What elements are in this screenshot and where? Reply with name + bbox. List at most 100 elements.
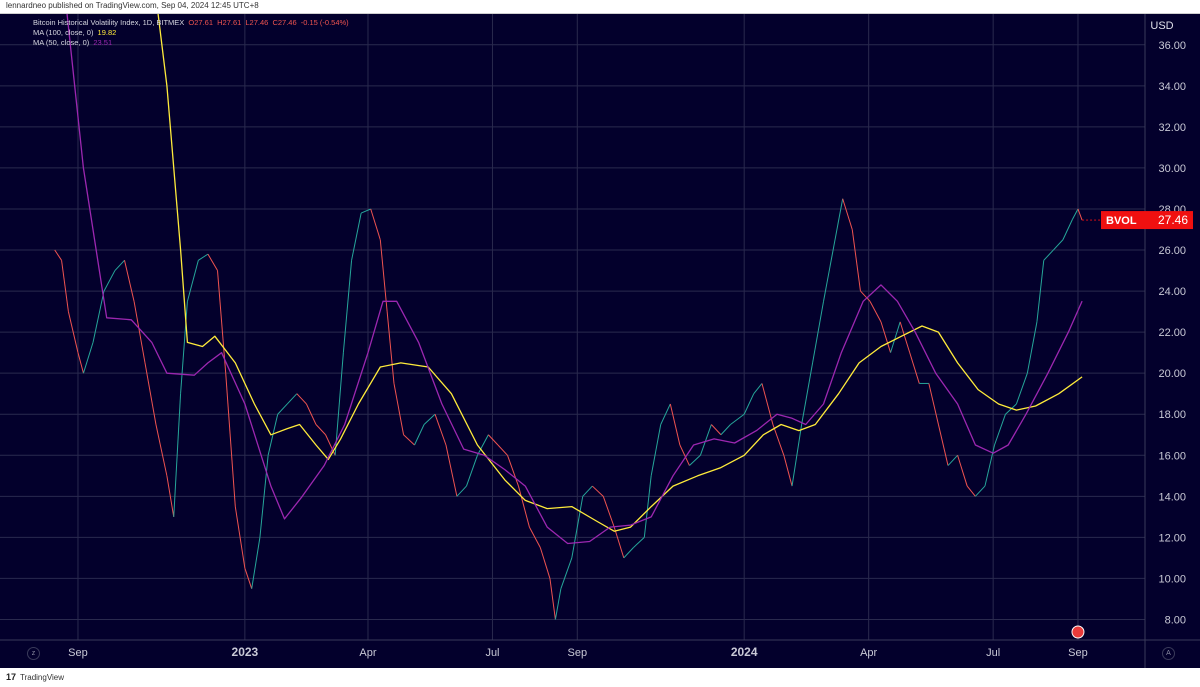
bvol-segment	[133, 301, 146, 364]
bvol-segment	[466, 455, 478, 487]
bvol-segment	[730, 413, 745, 425]
bvol-segment	[842, 198, 853, 230]
legend-main: Bitcoin Historical Volatility Index, 1D,…	[33, 18, 349, 27]
bvol-segment	[77, 352, 84, 374]
price-chart-svg[interactable]: 8.00 10.00 12.00 14.00 16.00 18.00 20.00 22.00 2…	[0, 14, 1200, 668]
bvol-segment	[623, 547, 634, 559]
y-tick-label: 12.00	[1158, 532, 1186, 544]
x-tick-label: 2024	[731, 645, 758, 659]
y-tick-label: 24.00	[1158, 286, 1186, 298]
bvol-segment	[966, 485, 976, 497]
bvol-segment	[186, 260, 199, 302]
x-tick-label: Sep	[68, 647, 88, 659]
legend-ma50-label: MA (50, close, 0)	[33, 38, 90, 47]
legend-open: O27.61	[188, 18, 214, 27]
timezone-toggle-button[interactable]: z	[27, 647, 40, 660]
bvol-segment	[423, 413, 436, 425]
bvol-segment	[643, 475, 652, 538]
y-tick-label: 20.00	[1158, 368, 1186, 380]
bvol-segment	[539, 547, 551, 579]
bvol-segment	[602, 496, 615, 528]
bvol-segment	[613, 526, 625, 559]
bvol-segment	[393, 383, 405, 435]
x-tick-label: Jul	[986, 647, 1000, 659]
bvol-segment	[414, 424, 425, 446]
bvol-segment	[554, 588, 562, 620]
bvol-segment	[456, 485, 467, 497]
bvol-segment	[791, 424, 803, 487]
chart-pane[interactable]: 8.00 10.00 12.00 14.00 16.00 18.00 20.00 22.00 2…	[0, 14, 1200, 668]
bvol-segment	[286, 393, 298, 405]
bvol-segment	[591, 485, 604, 497]
bvol-segment	[947, 454, 958, 466]
bvol-segment	[710, 424, 722, 436]
bvol-segment	[403, 434, 415, 446]
ma50-line	[66, 14, 1083, 545]
bvol-segment	[114, 259, 125, 271]
chart-background	[0, 14, 1200, 668]
last-price-tag	[1101, 211, 1193, 230]
bvol-segment	[1005, 403, 1017, 415]
bvol-segment	[517, 485, 530, 528]
x-tick-label: Apr	[359, 647, 376, 659]
x-tick-label: Jul	[485, 647, 499, 659]
bvol-segment	[305, 403, 317, 425]
bvol-segment	[61, 260, 69, 312]
y-tick-label: 16.00	[1158, 450, 1186, 462]
bvol-segment	[528, 526, 541, 548]
bvol-segment	[994, 414, 1006, 446]
x-tick-label: Apr	[860, 647, 877, 659]
bvol-segment	[334, 352, 344, 456]
bvol-segment	[812, 301, 825, 364]
bvol-segment	[217, 270, 227, 374]
bvol-segment	[937, 424, 949, 466]
bvol-segment	[1072, 208, 1079, 220]
bvol-segment	[869, 301, 882, 323]
bvol-segment	[669, 403, 681, 446]
bvol-segment	[1052, 239, 1064, 251]
bvol-segment	[155, 424, 168, 476]
bvol-segment	[571, 496, 584, 558]
bvol-segment	[497, 444, 508, 456]
bvol-segment	[1062, 219, 1073, 240]
ma100-line	[157, 14, 1083, 532]
bvol-segment	[54, 249, 62, 261]
y-tick-label: 14.00	[1158, 491, 1186, 503]
bvol-segment	[370, 208, 381, 240]
y-tick-label: 18.00	[1158, 409, 1186, 421]
x-tick-label: Sep	[567, 647, 587, 659]
bvol-segment	[277, 403, 288, 415]
bvol-segment	[957, 455, 968, 487]
bvol-segment	[360, 208, 371, 214]
y-tick-label: 10.00	[1158, 573, 1186, 585]
legend-close: C27.46	[272, 18, 297, 27]
legend-high: H27.61	[217, 18, 242, 27]
bvol-segment	[173, 393, 182, 517]
bvol-segment	[679, 444, 690, 466]
bvol-segment	[975, 485, 986, 497]
bvol-segment	[259, 455, 269, 538]
bvol-segment	[743, 393, 755, 415]
bvol-segment	[144, 362, 157, 425]
bvol-segment	[123, 260, 135, 302]
bvol-segment	[244, 568, 253, 589]
auto-scale-button[interactable]: A	[1162, 647, 1175, 660]
bvol-segment	[851, 229, 861, 292]
bvol-segment	[225, 373, 236, 507]
bvol-segment	[379, 239, 388, 312]
bvol-segment	[753, 383, 763, 395]
legend-change: -0.15 (-0.54%)	[300, 18, 349, 27]
bvol-segment	[434, 414, 447, 446]
legend-ma50: MA (50, close, 0) 23.51	[33, 38, 112, 47]
bvol-segment	[720, 424, 731, 436]
bvol-segment	[890, 321, 901, 353]
attribution-text: lennardneo published on TradingView.com,…	[6, 1, 259, 10]
bvol-segment	[445, 444, 458, 497]
bvol-segment	[633, 537, 645, 549]
series-layer	[54, 14, 1083, 620]
tv-logo-icon: 17	[6, 672, 17, 682]
brand-name: TradingView	[20, 673, 65, 682]
y-tick-label: 30.00	[1158, 163, 1186, 175]
bvol-segment	[772, 424, 785, 456]
x-tick-label: 2023	[232, 645, 259, 659]
